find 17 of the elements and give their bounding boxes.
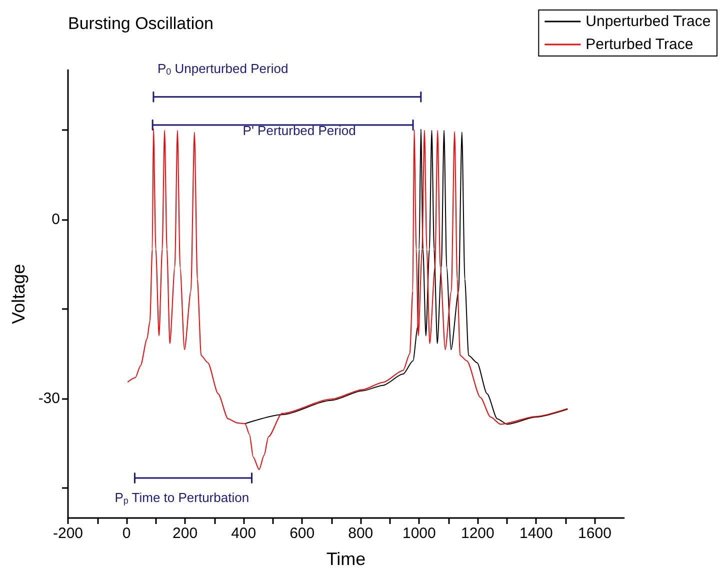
legend-label: Perturbed Trace [586,36,694,53]
x-tick-label: 400 [231,525,256,542]
annotation: P' Perturbed Period [242,122,356,138]
x-tick-label: 1000 [402,525,436,542]
x-tick-label: 600 [290,525,315,542]
x-tick-label: 1400 [520,525,553,542]
y-tick-label: -30 [38,390,60,408]
x-tick-label: 1200 [460,525,494,542]
legend-label: Unperturbed Trace [586,13,711,30]
x-axis-title: Time [326,549,366,569]
chart-title: Bursting Oscillation [68,14,214,33]
x-tick-label: 200 [172,525,198,542]
x-tick-label: 0 [122,525,131,542]
x-tick-label: 800 [348,525,374,542]
y-axis-title: Voltage [8,264,28,324]
x-tick-label: -200 [52,525,84,542]
x-tick-label: 1600 [578,525,612,542]
